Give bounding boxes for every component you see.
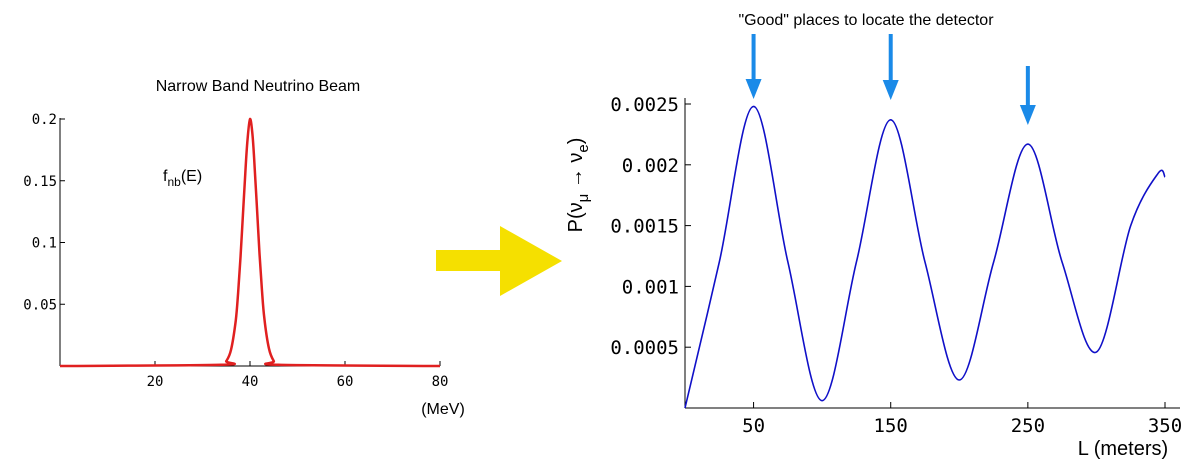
down-arrow-head <box>882 80 899 100</box>
left-series-label-sub: nb <box>167 175 181 189</box>
right-y-ticks: 0.0005 0.001 0.0015 0.002 0.0025 <box>610 94 691 359</box>
right-x-tick-label: 250 <box>1011 415 1045 437</box>
right-y-tick-label: 0.002 <box>622 155 679 177</box>
left-chart: Narrow Band Neutrino Beam 0.05 0.1 0.15 0.2… <box>23 78 465 418</box>
left-x-tick-label: 80 <box>432 374 449 390</box>
right-x-tick-label: 350 <box>1148 415 1182 437</box>
left-x-tick-label: 60 <box>337 374 354 390</box>
left-y-tick-label: 0.2 <box>32 112 57 128</box>
detector-arrows <box>745 34 1036 125</box>
right-x-tick-label: 150 <box>874 415 908 437</box>
right-series-line <box>684 105 1166 409</box>
right-y-axis-label: P(νμ → νe) <box>565 138 592 233</box>
left-chart-title: Narrow Band Neutrino Beam <box>156 78 361 95</box>
right-y-tick-label: 0.0005 <box>610 337 679 359</box>
left-y-ticks: 0.05 0.1 0.15 0.2 <box>23 112 65 313</box>
down-arrow-head <box>1019 105 1036 125</box>
right-x-axis-label: L (meters) <box>1078 438 1168 460</box>
left-y-tick-label: 0.05 <box>23 297 57 313</box>
yellow-arrow-icon <box>436 226 562 296</box>
right-x-ticks: 50 150 250 350 <box>742 402 1182 437</box>
left-x-ticks: 20 40 60 80 <box>147 361 449 390</box>
left-y-tick-label: 0.15 <box>23 174 57 190</box>
left-series-line <box>59 117 441 368</box>
left-series-label-main: f <box>163 168 168 185</box>
left-series-label-tail: (E) <box>181 168 202 185</box>
left-x-axis-label: (MeV) <box>421 401 465 418</box>
right-x-tick-label: 50 <box>742 415 765 437</box>
right-y-tick-label: 0.0015 <box>610 216 679 238</box>
left-x-tick-label: 20 <box>147 374 164 390</box>
right-chart-title: "Good" places to locate the detector <box>738 12 994 29</box>
left-x-tick-label: 40 <box>242 374 259 390</box>
right-chart: "Good" places to locate the detector 0.0… <box>565 12 1182 460</box>
right-y-tick-label: 0.001 <box>622 276 679 298</box>
right-y-tick-label: 0.0025 <box>610 94 679 116</box>
down-arrow-head <box>745 79 762 99</box>
left-y-tick-label: 0.1 <box>32 236 57 252</box>
left-series-label: fnb(E) <box>163 168 202 189</box>
